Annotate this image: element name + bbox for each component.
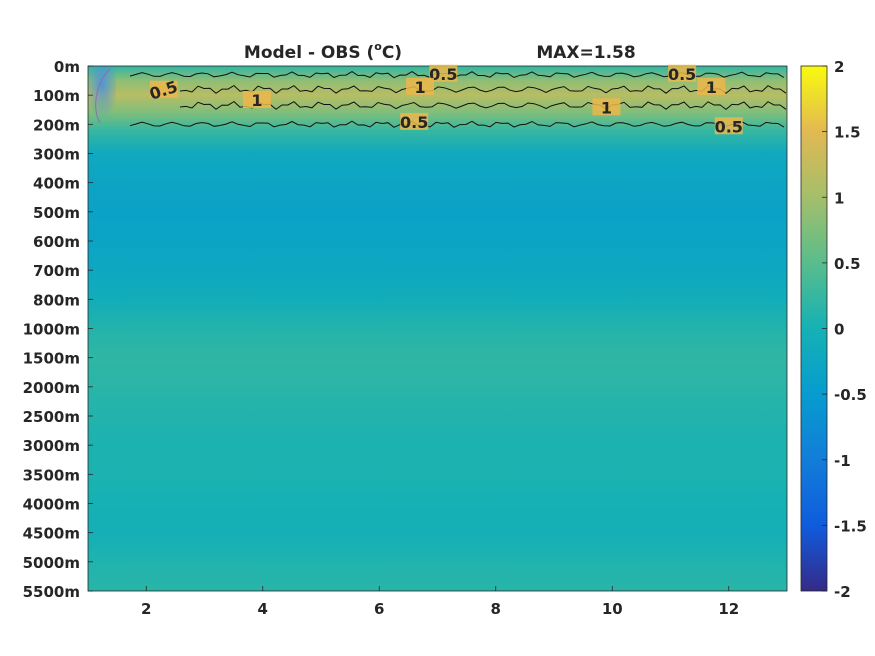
- plot-area: [87, 65, 788, 592]
- y-tick-label: 1500m: [23, 350, 80, 368]
- contour-line-1-top: [179, 84, 787, 94]
- y-tick-label: 4500m: [23, 525, 80, 543]
- contour-label: 1: [706, 78, 717, 97]
- chart-title: Model - OBS (oC): [244, 40, 402, 63]
- colorbar-tick-label: 0.5: [834, 255, 861, 273]
- contour-line-cold-edge: [95, 68, 111, 124]
- x-axis-ticks: 2 4 6 8 10 12: [141, 586, 739, 618]
- colorbar: 2 1.5 1 0.5 0 -0.5 -1 -1.5 -2: [800, 58, 867, 601]
- y-tick-label: 600m: [33, 233, 80, 251]
- y-tick-label: 500m: [33, 204, 80, 222]
- colorbar-ticks: 2 1.5 1 0.5 0 -0.5 -1 -1.5 -2: [822, 58, 867, 601]
- y-tick-label: 5000m: [23, 554, 80, 572]
- y-tick-label: 200m: [33, 116, 80, 134]
- colorbar-tick-label: 0: [834, 321, 844, 339]
- contour-label-bg: [400, 112, 429, 130]
- heatmap-field: [88, 66, 787, 591]
- x-tick-label: 12: [718, 600, 739, 618]
- contour-label-bg: [668, 64, 697, 82]
- y-tick-label: 300m: [33, 146, 80, 164]
- contour-label-bg: [697, 77, 726, 95]
- contour-label: 1: [251, 91, 262, 110]
- y-tick-label: 3000m: [23, 437, 80, 455]
- contour-label-bg: [592, 98, 621, 116]
- cold-corner-patch: [88, 66, 116, 126]
- colorbar-tick-label: 1: [834, 189, 844, 207]
- y-tick-label: 800m: [33, 291, 80, 309]
- contour-label-bg: [429, 64, 458, 82]
- contour-label: 1: [601, 98, 612, 117]
- contour-label-bg: [149, 80, 178, 98]
- x-tick-label: 4: [258, 600, 268, 618]
- contour-label: 0.5: [429, 65, 457, 84]
- contour-label: 0.5: [715, 117, 743, 136]
- contour-label: 0.5: [668, 65, 696, 84]
- colorbar-tick-label: -2: [834, 583, 851, 601]
- y-tick-label: 4000m: [23, 496, 80, 514]
- contour-label: 1: [414, 78, 425, 97]
- y-tick-label: 1000m: [23, 321, 80, 339]
- colorbar-tick-label: -1: [834, 452, 851, 470]
- colorbar-tick-label: -0.5: [834, 386, 867, 404]
- x-tick-label: 2: [141, 600, 151, 618]
- colorbar-tick-label: 2: [834, 58, 844, 76]
- contour-label-bg: [242, 91, 271, 108]
- x-tick-label: 6: [374, 600, 384, 618]
- y-axis-ticks: 0m 100m 200m 300m 400m 500m 600m 700m 800m 1000m 1…: [23, 58, 93, 601]
- max-value-label: MAX=1.58: [536, 43, 635, 63]
- colorbar-tick-label: 1.5: [834, 124, 861, 142]
- contour-label: 0.5: [400, 113, 428, 132]
- y-tick-label: 400m: [33, 175, 80, 193]
- contour-label-bg: [714, 117, 743, 135]
- y-tick-label: 2000m: [23, 379, 80, 397]
- y-tick-label: 100m: [33, 87, 80, 105]
- contour-line-0.5-bottom: [129, 120, 785, 128]
- y-tick-label: 2500m: [23, 408, 80, 426]
- x-tick-label: 10: [602, 600, 623, 618]
- contour-line-1-bottom: [179, 100, 787, 111]
- contour-label-bg: [406, 77, 435, 95]
- y-tick-label: 3500m: [23, 466, 80, 484]
- y-tick-label: 5500m: [23, 583, 80, 601]
- y-tick-label: 700m: [33, 262, 80, 280]
- x-tick-label: 8: [491, 600, 501, 618]
- y-tick-label: 0m: [54, 58, 80, 76]
- colorbar-tick-label: -1.5: [834, 517, 867, 535]
